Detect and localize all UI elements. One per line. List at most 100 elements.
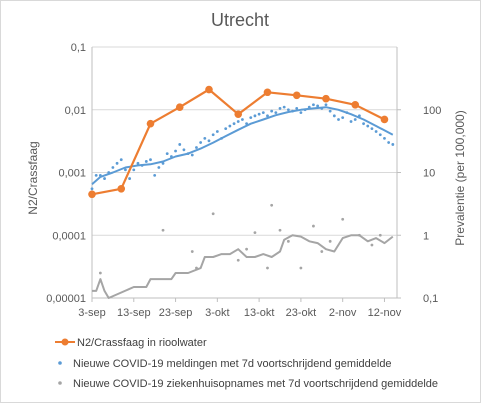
series-hospital-point	[278, 228, 282, 232]
x-tick-label: 13-okt	[244, 307, 275, 319]
series-hospital-point	[266, 266, 269, 270]
x-tick-label: 2-nov	[329, 307, 357, 319]
series-cases-point	[174, 149, 177, 153]
series-cases-point	[111, 166, 115, 169]
legend-item-hospital: Nieuwe COVID-19 ziekenhuisopnames met 7d…	[58, 378, 438, 390]
x-tick-label: 23-okt	[286, 307, 317, 319]
right-axis-ticks: 100 10 1 0,1	[423, 105, 441, 305]
legend-label-sewage: N2/Crassfaag in rioolwater	[77, 337, 207, 349]
series-cases-point	[286, 108, 290, 112]
series-cases-point	[299, 111, 303, 115]
series-cases-point	[90, 187, 94, 191]
series-cases-point	[103, 177, 106, 180]
series-sewage-point	[146, 119, 155, 128]
series-cases-point	[391, 143, 395, 146]
series-cases-point	[195, 146, 198, 149]
series-hospital-point	[236, 258, 240, 262]
legend-marker-sewage	[61, 338, 69, 346]
x-tick-label: 23-sep	[159, 307, 193, 319]
series-cases-point	[236, 120, 240, 123]
y-axis-right-label: Prevalentie (per 100,000)	[453, 110, 467, 245]
series-sewage-point	[351, 100, 360, 109]
series-cases-point	[211, 133, 215, 137]
y-right-tick-label: 1	[423, 230, 429, 242]
series-cases-point	[215, 130, 219, 133]
series-sewage-point	[380, 115, 389, 124]
series-cases-point	[136, 161, 140, 165]
left-axis-ticks: 0,1 0,01 0,001 0,0001 0,00001	[46, 42, 86, 305]
series-cases-point	[224, 127, 228, 131]
series-cases-point	[274, 111, 278, 115]
x-tick-label: 3-okt	[205, 307, 229, 319]
axes	[91, 47, 401, 299]
series-cases-point	[383, 136, 386, 140]
x-tick-label: 3-sep	[78, 307, 106, 319]
y-right-tick-label: 0,1	[423, 293, 438, 305]
series-cases-point	[366, 124, 370, 128]
series-cases-point	[353, 118, 357, 121]
series-hospital-point	[211, 212, 215, 216]
series-cases-point	[132, 168, 136, 172]
series-hospital-point	[286, 239, 290, 243]
series-sewage-point	[175, 103, 184, 111]
series-cases-point	[362, 122, 365, 126]
series-cases-point	[190, 153, 194, 157]
series-hospital-point	[195, 266, 198, 270]
series-cases-point	[203, 136, 207, 140]
series-cases-point	[232, 122, 236, 126]
series-cases-point	[257, 112, 261, 116]
legend: N2/Crassfaag in rioolwater Nieuwe COVID-…	[55, 337, 438, 390]
series-cases-point	[370, 127, 374, 131]
legend-marker-hospital	[58, 381, 62, 385]
series-cases-point	[328, 109, 332, 113]
series-hospital-point	[357, 233, 361, 237]
series-cases-point	[199, 141, 203, 144]
series-cases-point	[165, 152, 169, 156]
series-cases-point	[270, 109, 274, 113]
series-sewage	[88, 85, 389, 199]
series-cases-point	[349, 120, 353, 123]
y-left-tick-label: 0,00001	[46, 293, 86, 305]
legend-label-hospital: Nieuwe COVID-19 ziekenhuisopnames met 7d…	[73, 378, 438, 390]
series-cases-point	[182, 148, 186, 152]
series-cases-point	[261, 111, 265, 115]
series-cases-point	[324, 103, 328, 107]
series-cases-point	[124, 168, 127, 172]
series-hospital-point	[328, 239, 332, 243]
series-hospital-point	[253, 231, 257, 235]
series-hospital-point	[98, 271, 102, 275]
series-cases-point	[312, 103, 315, 107]
series-cases-point	[266, 114, 269, 118]
legend-item-cases: Nieuwe COVID-19 meldingen met 7d voortsc…	[58, 358, 392, 370]
legend-item-sewage: N2/Crassfaag in rioolwater	[55, 337, 207, 349]
series-cases-point	[278, 107, 282, 110]
series-cases-point	[94, 173, 98, 177]
series-cases-point	[332, 114, 336, 118]
series-cases-point	[378, 133, 382, 137]
series-hospital	[92, 203, 394, 299]
series-hospital-point	[320, 250, 324, 253]
legend-label-cases: Nieuwe COVID-19 meldingen met 7d voortsc…	[73, 358, 392, 370]
series-cases-point	[115, 161, 119, 165]
series-cases-point	[295, 107, 299, 110]
series-cases-point	[337, 118, 340, 121]
grid	[92, 46, 397, 299]
y-left-tick-label: 0,1	[71, 42, 86, 54]
series-cases-point	[228, 124, 232, 128]
chart-title: Utrecht	[211, 10, 269, 30]
series-hospital-point	[270, 203, 274, 207]
series-sewage-point	[292, 91, 301, 100]
series-cases-point	[157, 166, 161, 169]
series-hospital-point	[378, 233, 382, 237]
series-cases-point	[253, 114, 257, 118]
series-hospital-point	[341, 217, 345, 221]
series-sewage-point	[263, 88, 272, 97]
y-left-tick-label: 0,001	[58, 168, 86, 180]
series-hospital-point	[190, 250, 194, 253]
series-hospital-avg-line	[92, 234, 394, 299]
series-hospital-point	[299, 266, 303, 270]
series-sewage-point	[234, 110, 243, 118]
series-cases-point	[178, 143, 182, 146]
series-cases-point	[316, 104, 320, 108]
